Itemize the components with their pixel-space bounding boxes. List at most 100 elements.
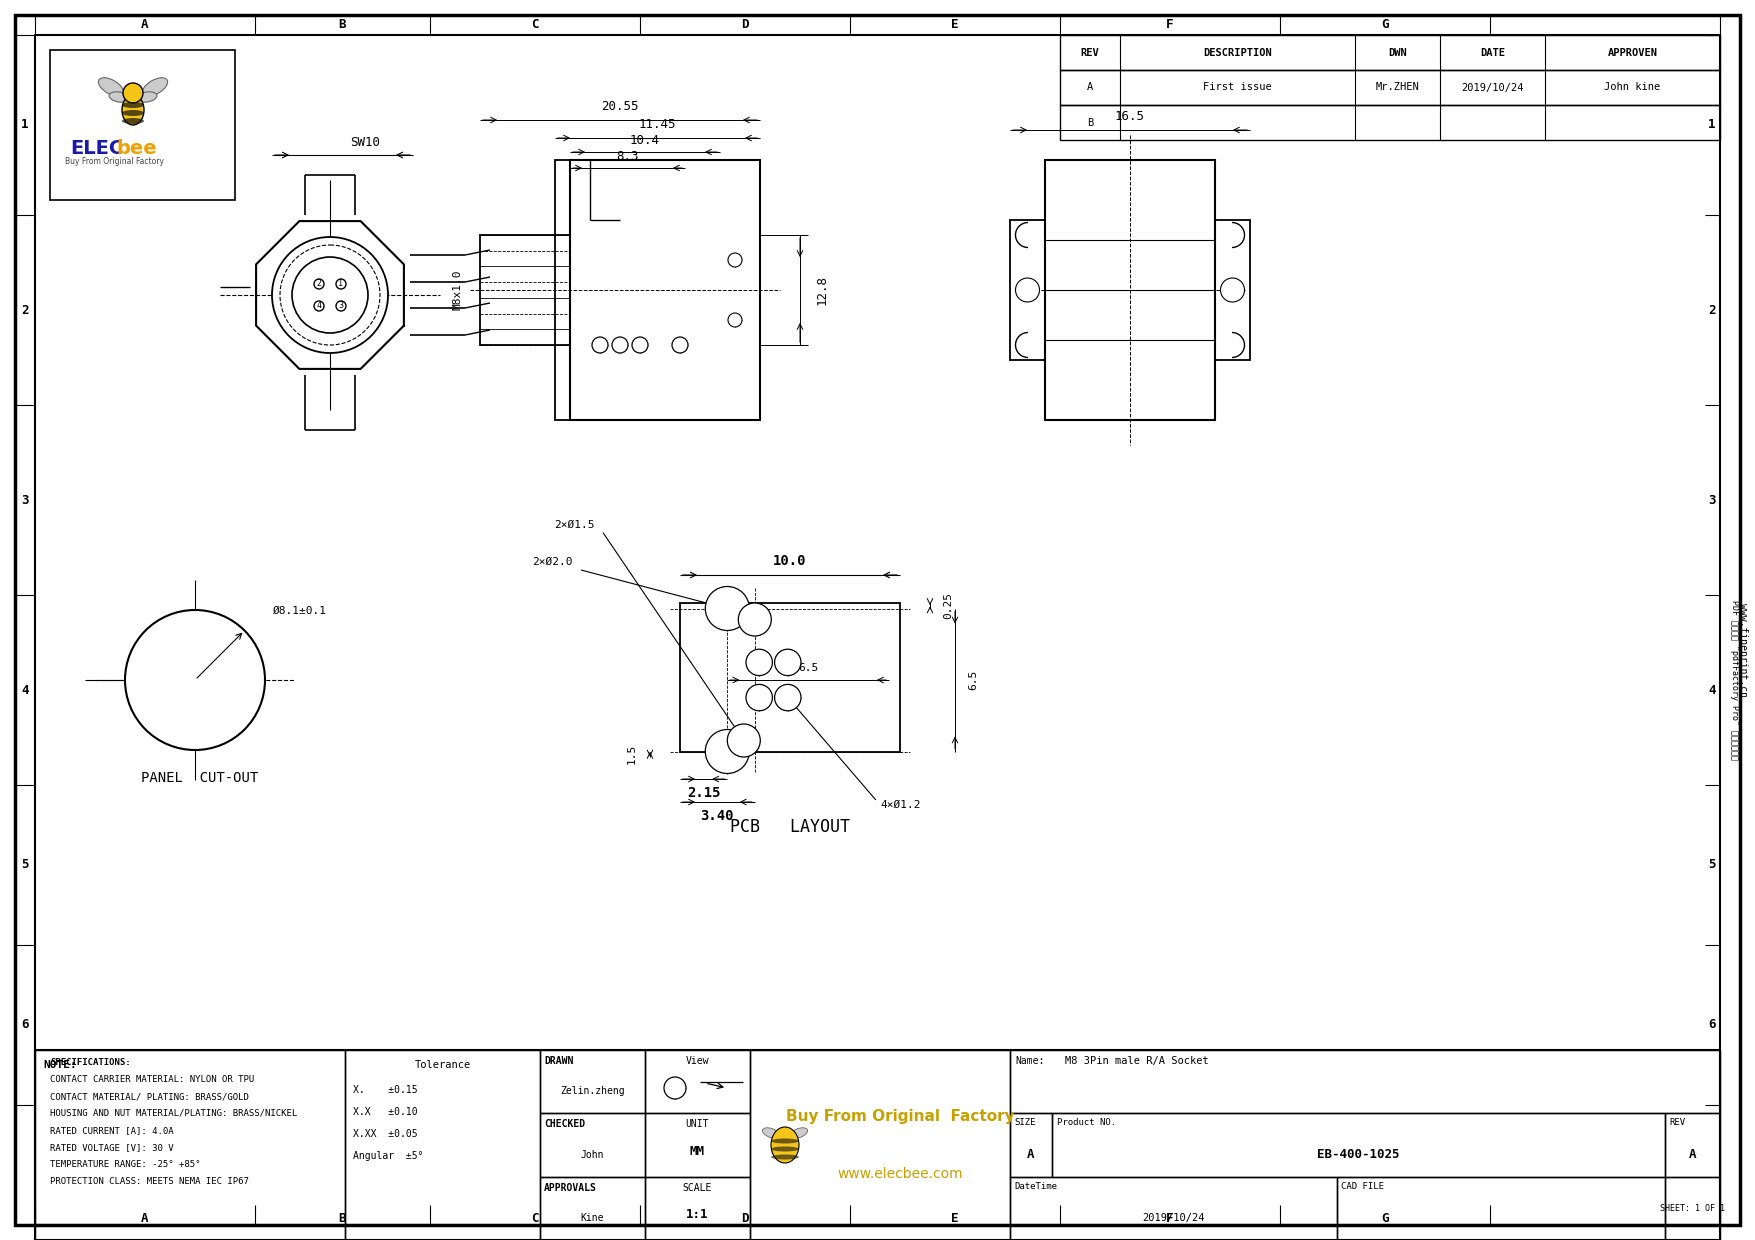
- Bar: [541, 1177, 646, 1240]
- Circle shape: [632, 337, 648, 353]
- Text: 8.3: 8.3: [616, 150, 639, 162]
- Circle shape: [1016, 278, 1039, 303]
- Ellipse shape: [109, 92, 128, 102]
- Text: 11.45: 11.45: [639, 118, 676, 130]
- Text: 20.55: 20.55: [602, 99, 639, 113]
- Text: UNIT: UNIT: [686, 1120, 709, 1130]
- Text: 3.40: 3.40: [700, 808, 734, 823]
- Text: HOUSING AND NUT MATERIAL/PLATING: BRASS/NICKEL: HOUSING AND NUT MATERIAL/PLATING: BRASS/…: [49, 1109, 297, 1118]
- Bar: [1009, 219, 1044, 360]
- Bar: [35, 1050, 1720, 1240]
- Text: F: F: [1167, 19, 1174, 31]
- Text: CONTACT MATERIAL/ PLATING: BRASS/GOLD: CONTACT MATERIAL/ PLATING: BRASS/GOLD: [49, 1092, 249, 1101]
- Text: X.    ±0.15: X. ±0.15: [353, 1085, 418, 1095]
- Bar: [570, 160, 760, 420]
- Ellipse shape: [770, 1138, 799, 1143]
- Bar: [1337, 1177, 1665, 1240]
- Text: REV: REV: [1081, 47, 1099, 57]
- Ellipse shape: [123, 102, 144, 108]
- Text: RATED CURRENT [A]: 4.0A: RATED CURRENT [A]: 4.0A: [49, 1126, 174, 1135]
- Bar: [1009, 1177, 1337, 1240]
- Text: 3: 3: [21, 494, 28, 506]
- Bar: [346, 1050, 541, 1240]
- Text: DRAWN: DRAWN: [544, 1056, 574, 1066]
- Text: C: C: [532, 19, 539, 31]
- Text: 6.5: 6.5: [799, 663, 818, 673]
- Text: 4×Ø1.2: 4×Ø1.2: [881, 800, 921, 810]
- Text: PCB   LAYOUT: PCB LAYOUT: [730, 818, 849, 836]
- Text: X.XX  ±0.05: X.XX ±0.05: [353, 1128, 418, 1140]
- Bar: [541, 1050, 646, 1114]
- Bar: [35, 1050, 346, 1240]
- Text: X.X   ±0.10: X.X ±0.10: [353, 1107, 418, 1117]
- Text: John kine: John kine: [1604, 83, 1660, 93]
- Circle shape: [728, 253, 742, 267]
- Text: Mr.ZHEN: Mr.ZHEN: [1376, 83, 1420, 93]
- Text: DateTime: DateTime: [1014, 1182, 1057, 1192]
- Bar: [1665, 1177, 1720, 1240]
- Ellipse shape: [137, 92, 156, 102]
- Text: CHECKED: CHECKED: [544, 1120, 584, 1130]
- Ellipse shape: [123, 118, 144, 124]
- Text: 4: 4: [21, 683, 28, 697]
- Circle shape: [727, 724, 760, 756]
- Text: PDF 文件使用 "pdfFactory Pro" 试用版本创建: PDF 文件使用 "pdfFactory Pro" 试用版本创建: [1730, 600, 1739, 760]
- Bar: [749, 1050, 1009, 1240]
- Text: 1: 1: [339, 279, 344, 289]
- Text: ELEC: ELEC: [70, 139, 123, 157]
- Text: 4: 4: [1708, 683, 1716, 697]
- Circle shape: [746, 684, 772, 711]
- Text: 1:1: 1:1: [686, 1208, 709, 1221]
- Circle shape: [706, 587, 749, 630]
- Text: A: A: [1688, 1148, 1697, 1161]
- Text: M8 3Pin male R/A Socket: M8 3Pin male R/A Socket: [1065, 1056, 1209, 1066]
- Ellipse shape: [770, 1154, 799, 1159]
- Text: M8x1.0: M8x1.0: [453, 270, 463, 310]
- Bar: [1051, 1112, 1665, 1177]
- Text: PROTECTION CLASS: MEETS NEMA IEC IP67: PROTECTION CLASS: MEETS NEMA IEC IP67: [49, 1177, 249, 1185]
- Text: First issue: First issue: [1204, 83, 1272, 93]
- Text: 2.15: 2.15: [686, 786, 720, 800]
- Text: 10.4: 10.4: [630, 134, 660, 146]
- Text: 3: 3: [1708, 494, 1716, 506]
- Bar: [49, 50, 235, 200]
- Bar: [1009, 1050, 1720, 1112]
- Text: 2×Ø2.0: 2×Ø2.0: [532, 557, 572, 567]
- Text: www.fineprint.cn: www.fineprint.cn: [1737, 603, 1748, 697]
- Bar: [646, 1050, 749, 1114]
- Text: 2×Ø1.5: 2×Ø1.5: [555, 520, 595, 529]
- Text: View: View: [686, 1056, 709, 1066]
- Text: Zelin.zheng: Zelin.zheng: [560, 1086, 625, 1096]
- Text: D: D: [741, 19, 749, 31]
- Text: SCALE: SCALE: [683, 1183, 713, 1193]
- Text: G: G: [1381, 19, 1388, 31]
- Bar: [1060, 105, 1720, 140]
- Text: G: G: [1381, 1211, 1388, 1225]
- Text: Angular  ±5°: Angular ±5°: [353, 1151, 423, 1161]
- Text: NOTE:: NOTE:: [44, 1060, 77, 1070]
- Text: 6: 6: [21, 1018, 28, 1032]
- Circle shape: [291, 257, 369, 334]
- Text: Buy From Original  Factory: Buy From Original Factory: [786, 1109, 1014, 1123]
- Polygon shape: [256, 221, 404, 370]
- Text: 2: 2: [1708, 304, 1716, 316]
- Text: 12.8: 12.8: [816, 275, 828, 305]
- Ellipse shape: [123, 95, 144, 125]
- Ellipse shape: [142, 78, 168, 97]
- Text: PANEL  CUT-OUT: PANEL CUT-OUT: [142, 771, 258, 785]
- Text: bee: bee: [116, 139, 156, 157]
- Text: TEMPERATURE RANGE: -25° +85°: TEMPERATURE RANGE: -25° +85°: [49, 1159, 200, 1169]
- Circle shape: [728, 312, 742, 327]
- Circle shape: [663, 1078, 686, 1099]
- Ellipse shape: [770, 1127, 799, 1163]
- Bar: [1665, 1112, 1720, 1177]
- Text: F: F: [1167, 1211, 1174, 1225]
- Text: DWN: DWN: [1388, 47, 1408, 57]
- Circle shape: [335, 279, 346, 289]
- Circle shape: [746, 650, 772, 676]
- Text: 2019/10/24: 2019/10/24: [1143, 1213, 1206, 1223]
- Text: APPROVALS: APPROVALS: [544, 1183, 597, 1193]
- Text: 2: 2: [316, 279, 321, 289]
- Text: SHEET: 1 OF 1: SHEET: 1 OF 1: [1660, 1204, 1725, 1213]
- Text: A: A: [1027, 1148, 1035, 1161]
